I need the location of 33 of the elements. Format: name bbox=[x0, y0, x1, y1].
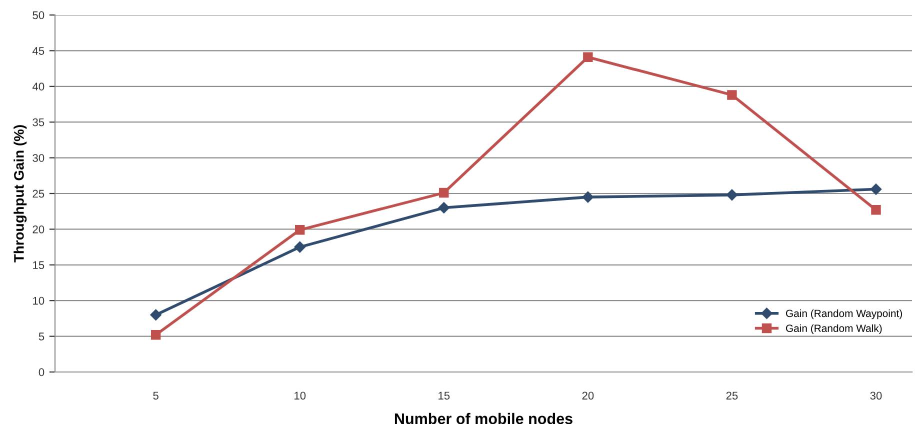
legend-label: Gain (Random Walk) bbox=[786, 324, 882, 334]
y-tick-label: 0 bbox=[38, 368, 44, 376]
x-tick-label: 25 bbox=[726, 392, 738, 400]
x-tick-label: 5 bbox=[153, 392, 158, 400]
point bbox=[294, 241, 306, 253]
y-tick-label: 50 bbox=[32, 11, 44, 20]
legend-label: Gain (Random Waypoint) bbox=[786, 309, 902, 320]
y-tick-label: 25 bbox=[32, 190, 44, 198]
point bbox=[871, 205, 881, 215]
point bbox=[583, 52, 593, 62]
y-tick-label: 15 bbox=[33, 261, 44, 270]
y-axis-title: Throughput Gain (%) bbox=[14, 125, 27, 262]
point bbox=[726, 189, 738, 201]
x-tick-label: 10 bbox=[294, 392, 306, 400]
point bbox=[438, 202, 450, 214]
x-tick-label: 20 bbox=[582, 392, 594, 400]
y-tick-label: 20 bbox=[32, 225, 44, 234]
y-tick-label: 5 bbox=[38, 332, 44, 340]
y-tick-label: 35 bbox=[32, 118, 44, 126]
point bbox=[870, 184, 882, 195]
point bbox=[582, 191, 594, 203]
y-tick-label: 45 bbox=[32, 47, 44, 55]
y-tick-label: 40 bbox=[32, 82, 44, 91]
x-tick-label: 15 bbox=[438, 392, 450, 400]
point bbox=[150, 309, 162, 320]
point bbox=[294, 225, 305, 235]
y-tick-label: 30 bbox=[32, 154, 44, 162]
point bbox=[727, 90, 737, 100]
point bbox=[439, 188, 449, 198]
y-tick-label: 10 bbox=[33, 296, 44, 305]
x-tick-label: 30 bbox=[870, 392, 882, 400]
x-axis-title: Number of mobile nodes bbox=[394, 412, 572, 424]
point bbox=[150, 330, 161, 340]
